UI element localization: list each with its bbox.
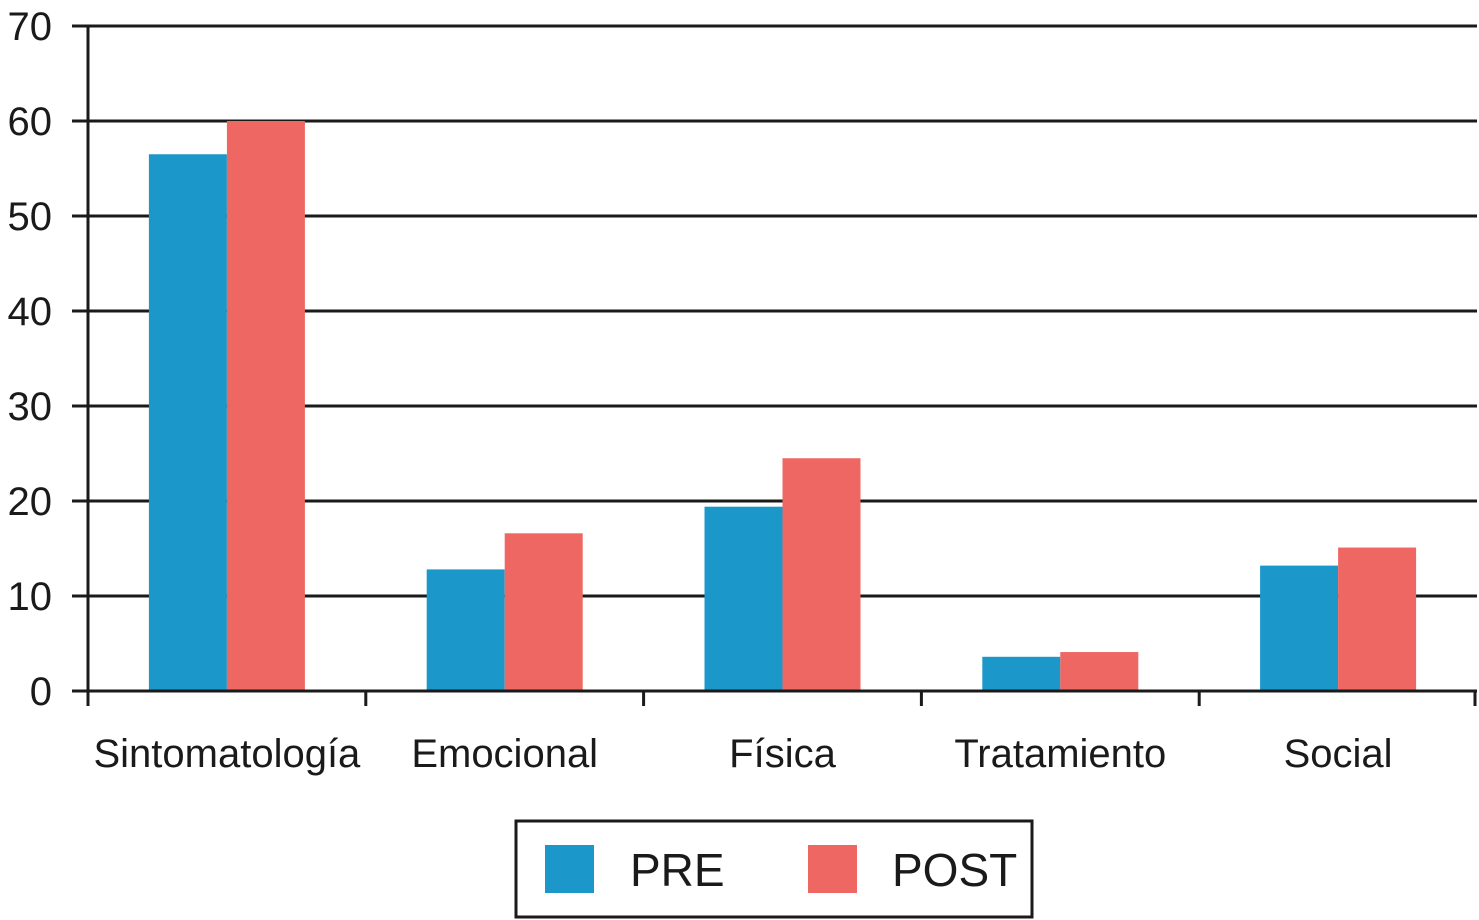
x-tick-label: Social [1284,732,1393,776]
bar-post-2 [504,533,583,691]
gridlines [72,24,1477,598]
y-tick-label: 50 [8,195,53,239]
x-tick-label: Física [729,732,836,776]
bar-post-4 [1060,652,1139,691]
y-tick-label: 70 [8,5,53,49]
x-tick-label: Emocional [411,732,598,776]
y-tick-labels: 0 10 20 30 40 50 60 70 [8,5,53,714]
bars [148,121,1417,691]
y-tick-label: 0 [30,670,52,714]
legend-swatch-pre [545,845,594,893]
y-tick-label: 40 [8,290,53,334]
axes [72,26,1477,706]
legend: PRE POST [514,819,1034,919]
bar-pre-1 [148,154,227,691]
legend-label-post: POST [892,844,1017,896]
bar-post-5 [1338,547,1417,691]
x-tick-labels: Sintomatología Emocional Física Tratamiento… [93,732,1392,776]
x-tick-label: Sintomatología [93,732,361,776]
bar-post-3 [782,458,861,691]
x-tick-label: Tratamiento [954,732,1166,776]
bar-pre-4 [982,656,1061,691]
y-tick-label: 30 [8,385,53,429]
bar-pre-3 [704,506,783,691]
y-tick-label: 60 [8,100,53,144]
bar-pre-2 [426,569,505,691]
y-tick-label: 20 [8,480,53,524]
bar-post-1 [226,121,305,691]
bar-pre-5 [1260,565,1339,691]
legend-box [514,819,1034,919]
legend-swatch-post [808,845,857,893]
y-tick-label: 10 [8,575,53,619]
legend-label-pre: PRE [630,844,725,896]
